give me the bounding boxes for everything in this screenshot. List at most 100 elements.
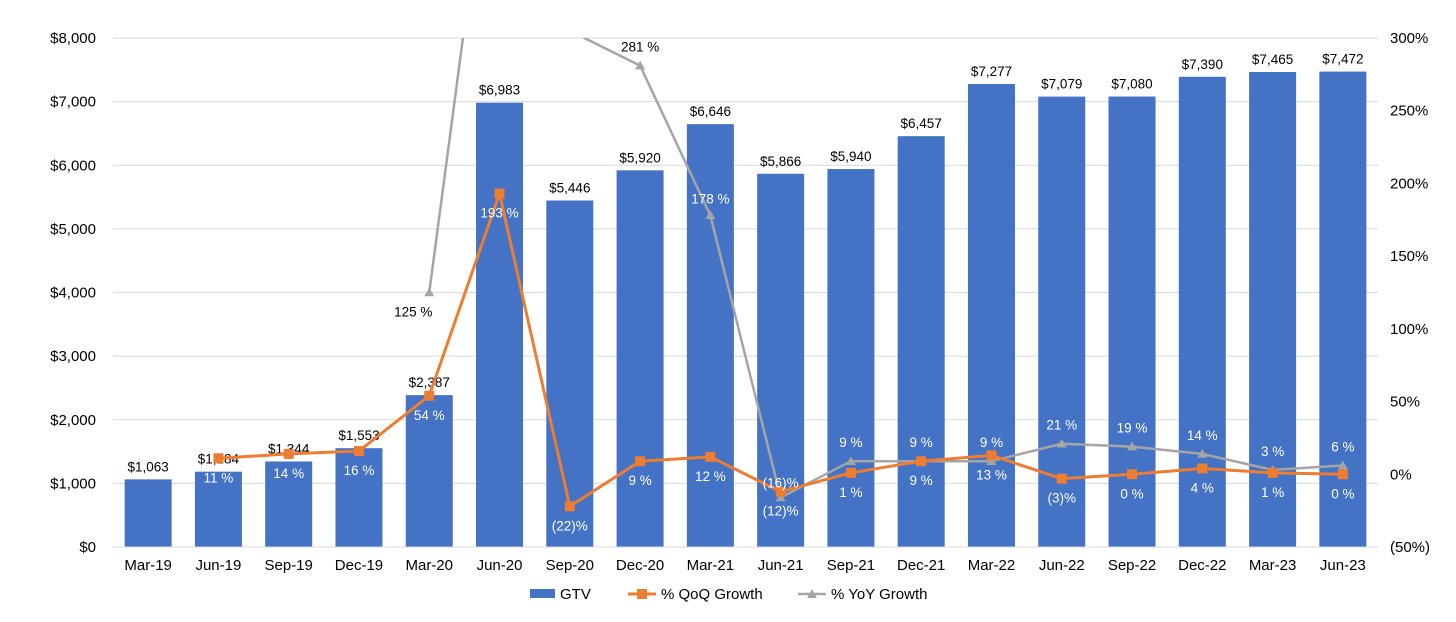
legend-qoq-marker (637, 589, 647, 599)
yoy-point (986, 456, 997, 465)
gtv-bar (265, 461, 313, 547)
x-tick-label: Jun-22 (1039, 557, 1085, 574)
gtv-bar (405, 395, 453, 547)
left-axis-ticks: $0 $1,000 $2,000 $3,000 $4,000 $5,000 $6,000 $7… (50, 30, 96, 556)
qoq-point (494, 188, 505, 199)
qoq-data-label: 4 % (1191, 480, 1214, 495)
qoq-data-label: 1 % (1261, 485, 1284, 500)
gtv-bar-label: $1,063 (127, 459, 168, 474)
yoy-point (424, 287, 435, 297)
qoq-point (635, 456, 646, 467)
x-tick-label: Sep-20 (546, 557, 594, 574)
gtv-bar (335, 448, 383, 547)
qoq-point (1267, 467, 1278, 478)
gtv-bar-label: $7,465 (1252, 52, 1293, 67)
gtv-bar (827, 169, 875, 547)
x-tick-label: Dec-22 (1178, 557, 1226, 574)
x-tick-label: Dec-21 (897, 557, 945, 574)
qoq-point (1197, 463, 1208, 474)
yoy-data-label: 6 % (1331, 440, 1354, 455)
gtv-bar-label: $5,866 (760, 154, 801, 169)
yoy-point (775, 492, 786, 502)
qoq-data-label: 54 % (414, 408, 445, 423)
x-tick-label: Mar-20 (405, 557, 453, 574)
x-tick-label: Jun-20 (477, 557, 523, 574)
right-tick-label: 0% (1390, 466, 1412, 483)
left-tick-label: $3,000 (50, 348, 96, 365)
qoq-point (1127, 469, 1138, 480)
right-tick-label: (50%) (1390, 539, 1430, 556)
right-tick-label: 150% (1390, 248, 1428, 265)
qoq-data-label: 193 % (480, 206, 518, 221)
yoy-data-label: 19 % (1117, 421, 1148, 436)
right-tick-label: 300% (1390, 30, 1428, 47)
right-tick-label: 50% (1390, 394, 1420, 411)
qoq-data-label: 0 % (1120, 486, 1143, 501)
left-tick-label: $2,000 (50, 412, 96, 429)
gtv-bar (616, 170, 664, 547)
yoy-point (635, 60, 646, 70)
qoq-point (353, 446, 364, 457)
right-tick-label: 250% (1390, 103, 1428, 120)
x-tick-label: Dec-20 (616, 557, 664, 574)
yoy-growth-line (424, 38, 1348, 502)
x-tick-label: Jun-21 (758, 557, 804, 574)
qoq-point (213, 453, 224, 464)
gtv-bar (476, 102, 524, 547)
gtv-bar-label: $7,390 (1182, 57, 1223, 72)
gtv-bar (124, 479, 172, 547)
gtv-bar-label: $6,457 (901, 116, 942, 131)
right-tick-label: 100% (1390, 321, 1428, 338)
qoq-data-label: 0 % (1331, 486, 1354, 501)
gtv-bars (124, 71, 1367, 548)
yoy-point (705, 210, 716, 220)
gtv-bar (686, 124, 734, 547)
gtv-bar-label: $5,940 (830, 149, 871, 164)
gtv-bar-label: $6,983 (479, 83, 520, 98)
qoq-point (283, 448, 294, 459)
yoy-data-label: 21 % (1046, 418, 1077, 433)
yoy-data-label: 3 % (1261, 444, 1284, 459)
x-tick-label: Sep-19 (265, 557, 313, 574)
yoy-point (1337, 460, 1348, 470)
qoq-point (424, 390, 435, 401)
x-tick-label: Jun-23 (1320, 557, 1366, 574)
qoq-data-label: (22)% (552, 518, 588, 533)
left-tick-label: $6,000 (50, 157, 96, 174)
qoq-data-label: (12)% (763, 504, 799, 519)
gtv-bar-label: $5,920 (619, 150, 660, 165)
x-tick-label: Mar-19 (124, 557, 172, 574)
gtv-bar (1108, 96, 1156, 547)
gtv-bar-label: $1,553 (338, 428, 379, 443)
x-tick-label: Jun-19 (195, 557, 241, 574)
yoy-series-line (428, 38, 1343, 499)
left-tick-label: $0 (79, 539, 96, 556)
x-tick-label: Mar-23 (1249, 557, 1297, 574)
qoq-data-label: 12 % (695, 469, 726, 484)
qoq-point (845, 467, 856, 478)
gtv-bar (546, 200, 594, 548)
qoq-point (775, 486, 786, 497)
qoq-growth-line (213, 188, 1348, 512)
legend-yoy-label: % YoY Growth (831, 586, 927, 603)
yoy-data-label: (16)% (763, 476, 799, 491)
qoq-point (705, 451, 716, 462)
yoy-data-label: 178 % (691, 191, 729, 206)
gtv-bar (1178, 76, 1226, 547)
left-tick-label: $5,000 (50, 221, 96, 238)
gtv-bar-label: $7,080 (1111, 77, 1152, 92)
yoy-data-label: 9 % (980, 435, 1003, 450)
qoq-data-label: 9 % (628, 473, 651, 488)
gtv-bar (194, 471, 242, 547)
x-axis-ticks: Mar-19 Jun-19 Sep-19 Dec-19 Mar-20 Jun-20 Sep-… (124, 557, 1365, 574)
left-tick-label: $1,000 (50, 475, 96, 492)
qoq-data-label: 14 % (273, 466, 304, 481)
qoq-data-label: 9 % (910, 473, 933, 488)
qoq-point (1056, 473, 1067, 484)
gtv-bar-label: $6,646 (690, 104, 731, 119)
gtv-bar-label: $5,446 (549, 180, 590, 195)
gtv-bar-labels: $1,063$1,184$1,344$1,553$2,387$6,983$5,4… (127, 52, 1363, 475)
yoy-point (1197, 448, 1208, 458)
left-tick-label: $7,000 (50, 94, 96, 111)
legend-yoy-marker (807, 589, 817, 598)
